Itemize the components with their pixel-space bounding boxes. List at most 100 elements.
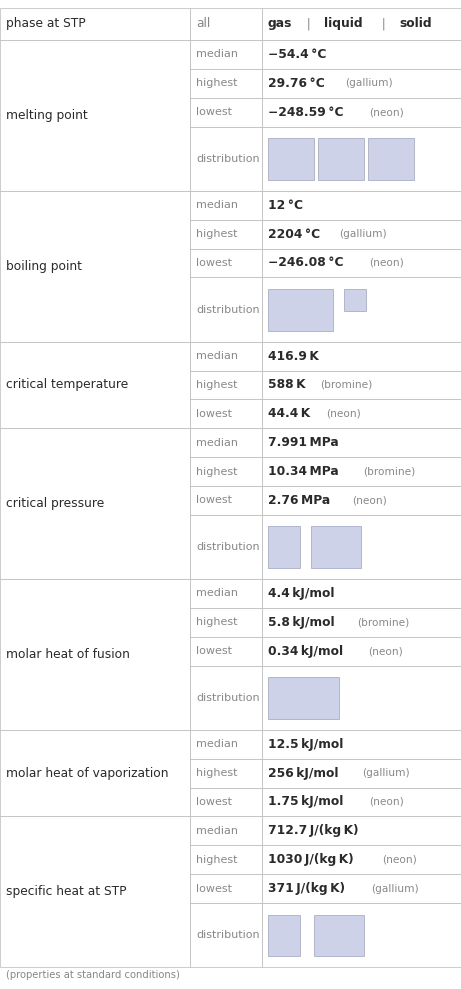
Bar: [0, 41, 190, 191]
Text: −248.59 °C: −248.59 °C: [268, 106, 343, 119]
Bar: [262, 428, 461, 457]
Bar: [0, 816, 190, 967]
Text: lowest: lowest: [196, 495, 232, 505]
Bar: [262, 787, 461, 816]
Bar: [0, 580, 190, 730]
Text: highest: highest: [196, 617, 238, 627]
Bar: [262, 903, 461, 967]
Text: liquid: liquid: [325, 18, 363, 31]
Bar: [262, 220, 461, 248]
Bar: [262, 759, 461, 787]
Text: 12.5 kJ/mol: 12.5 kJ/mol: [268, 738, 343, 751]
Bar: [268, 677, 339, 719]
Text: lowest: lowest: [196, 258, 232, 268]
Text: 10.34 MPa: 10.34 MPa: [268, 465, 338, 478]
Bar: [262, 69, 461, 98]
Text: phase at STP: phase at STP: [6, 18, 86, 31]
Bar: [318, 138, 365, 180]
Bar: [190, 816, 262, 846]
Bar: [262, 191, 461, 220]
Text: lowest: lowest: [196, 107, 232, 117]
Bar: [190, 580, 262, 608]
Text: median: median: [196, 351, 238, 361]
Bar: [262, 608, 461, 637]
Text: (neon): (neon): [369, 258, 404, 268]
Bar: [262, 400, 461, 428]
Text: (properties at standard conditions): (properties at standard conditions): [6, 970, 180, 980]
Text: distribution: distribution: [196, 930, 260, 941]
Text: 5.8 kJ/mol: 5.8 kJ/mol: [268, 616, 335, 629]
Bar: [190, 637, 262, 666]
Text: (gallium): (gallium): [339, 229, 386, 239]
Bar: [262, 342, 461, 371]
Bar: [262, 730, 461, 759]
Bar: [190, 903, 262, 967]
Bar: [262, 666, 461, 730]
Text: 2204 °C: 2204 °C: [268, 227, 320, 240]
Text: median: median: [196, 438, 238, 448]
Bar: [0, 730, 190, 816]
Bar: [262, 457, 461, 486]
Bar: [0, 428, 190, 580]
Bar: [262, 874, 461, 903]
Bar: [190, 248, 262, 277]
Text: specific heat at STP: specific heat at STP: [6, 885, 126, 898]
Bar: [262, 371, 461, 400]
Text: −54.4 °C: −54.4 °C: [268, 48, 326, 61]
Bar: [262, 846, 461, 874]
Text: distribution: distribution: [196, 542, 260, 552]
Bar: [190, 428, 262, 457]
Bar: [190, 846, 262, 874]
Text: median: median: [196, 588, 238, 598]
Bar: [190, 759, 262, 787]
Bar: [190, 8, 262, 41]
Bar: [190, 41, 262, 69]
Bar: [344, 289, 366, 311]
Bar: [190, 608, 262, 637]
Text: lowest: lowest: [196, 408, 232, 418]
Bar: [268, 138, 314, 180]
Text: (neon): (neon): [326, 408, 361, 418]
Text: 416.9 K: 416.9 K: [268, 350, 319, 363]
Text: highest: highest: [196, 229, 238, 239]
Bar: [262, 127, 461, 191]
Bar: [314, 915, 364, 956]
Bar: [190, 371, 262, 400]
Text: median: median: [196, 49, 238, 59]
Bar: [190, 457, 262, 486]
Text: highest: highest: [196, 467, 238, 477]
Text: median: median: [196, 201, 238, 211]
Text: distribution: distribution: [196, 692, 260, 703]
Bar: [262, 248, 461, 277]
Text: solid: solid: [399, 18, 432, 31]
Text: lowest: lowest: [196, 883, 232, 893]
Bar: [262, 8, 461, 41]
Text: all: all: [196, 18, 211, 31]
Bar: [190, 191, 262, 220]
Text: 1030 J/(kg K): 1030 J/(kg K): [268, 854, 354, 866]
Bar: [268, 289, 333, 330]
Text: molar heat of fusion: molar heat of fusion: [6, 648, 130, 661]
Text: highest: highest: [196, 768, 238, 778]
Text: 12 °C: 12 °C: [268, 199, 303, 212]
Bar: [268, 915, 301, 956]
Bar: [262, 514, 461, 580]
Text: melting point: melting point: [6, 109, 88, 122]
Text: (gallium): (gallium): [345, 78, 392, 88]
Bar: [190, 69, 262, 98]
Text: (neon): (neon): [369, 107, 404, 117]
Text: 29.76 °C: 29.76 °C: [268, 77, 325, 90]
Text: 0.34 kJ/mol: 0.34 kJ/mol: [268, 645, 343, 658]
Text: boiling point: boiling point: [6, 260, 82, 273]
Text: lowest: lowest: [196, 646, 232, 656]
Text: highest: highest: [196, 854, 238, 864]
Bar: [262, 277, 461, 342]
Bar: [190, 400, 262, 428]
Text: 44.4 K: 44.4 K: [268, 407, 310, 420]
Text: |: |: [374, 18, 394, 31]
Text: lowest: lowest: [196, 797, 232, 807]
Text: (gallium): (gallium): [362, 768, 410, 778]
Text: (bromine): (bromine): [357, 617, 410, 627]
Text: 371 J/(kg K): 371 J/(kg K): [268, 882, 345, 895]
Text: 256 kJ/mol: 256 kJ/mol: [268, 766, 338, 779]
